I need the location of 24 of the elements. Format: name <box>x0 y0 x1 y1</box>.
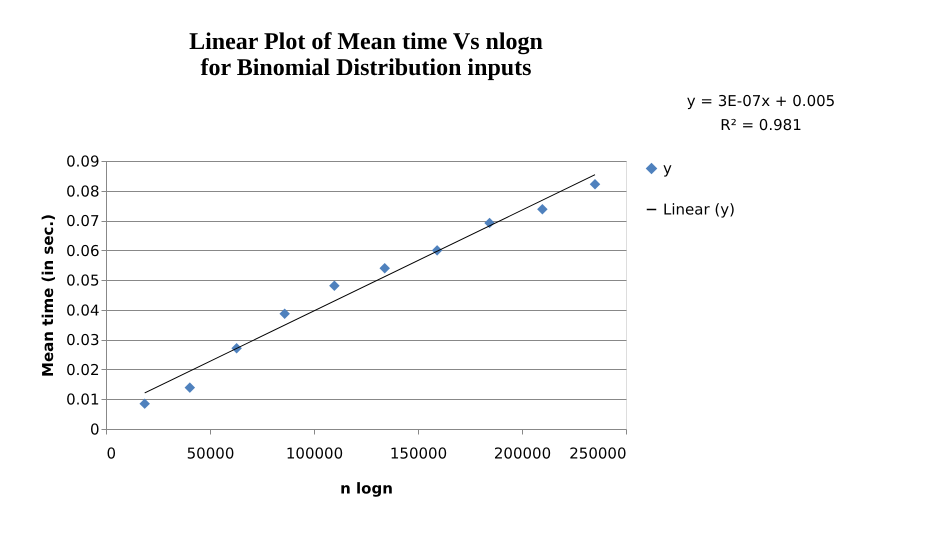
x-tick-label: 100000 <box>286 444 344 462</box>
x-tick-label: 250000 <box>569 444 626 462</box>
text: for Binomial Distribution inputs <box>200 55 532 81</box>
legend-label: y <box>663 160 672 178</box>
y-tick-label: 0.05 <box>66 272 100 290</box>
y-tick-label: 0.06 <box>66 242 100 260</box>
y-tick-label: 0.01 <box>66 390 100 409</box>
text: Linear Plot of Mean time Vs nlogn <box>189 29 543 55</box>
y-tick-label: 0.03 <box>66 331 100 350</box>
y-tick-label: 0.09 <box>66 152 100 170</box>
x-tick-label: 150000 <box>390 444 448 462</box>
y-tick-label: 0 <box>90 420 100 438</box>
text: R² = 0.981 <box>720 116 802 134</box>
y-tick-label: 0.07 <box>66 212 100 230</box>
y-tick-label: 0.08 <box>66 182 100 200</box>
y-tick-label: 0.04 <box>66 301 100 320</box>
y-tick-label: 0.02 <box>66 360 100 379</box>
y-axis-title: Mean time (in sec.) <box>39 214 58 377</box>
legend-label: Linear (y) <box>663 200 735 218</box>
x-tick-label: 200000 <box>494 444 552 462</box>
x-tick-label: 50000 <box>186 444 234 462</box>
x-tick-label: 0 <box>106 444 116 462</box>
text: y = 3E-07x + 0.005 <box>686 92 836 110</box>
x-axis-title: n logn <box>340 480 393 498</box>
